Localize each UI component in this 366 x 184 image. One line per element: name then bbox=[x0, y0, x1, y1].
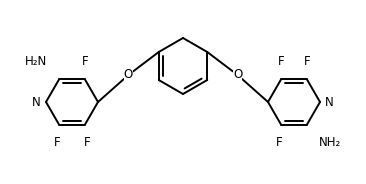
Text: F: F bbox=[278, 56, 284, 68]
Text: F: F bbox=[84, 136, 90, 148]
Text: F: F bbox=[304, 56, 310, 68]
Text: F: F bbox=[54, 136, 60, 148]
Text: NH₂: NH₂ bbox=[319, 136, 341, 148]
Text: N: N bbox=[32, 95, 41, 109]
Text: H₂N: H₂N bbox=[25, 56, 47, 68]
Text: F: F bbox=[276, 136, 282, 148]
Text: O: O bbox=[233, 68, 242, 82]
Text: O: O bbox=[124, 68, 133, 82]
Text: N: N bbox=[325, 95, 334, 109]
Text: F: F bbox=[82, 56, 88, 68]
